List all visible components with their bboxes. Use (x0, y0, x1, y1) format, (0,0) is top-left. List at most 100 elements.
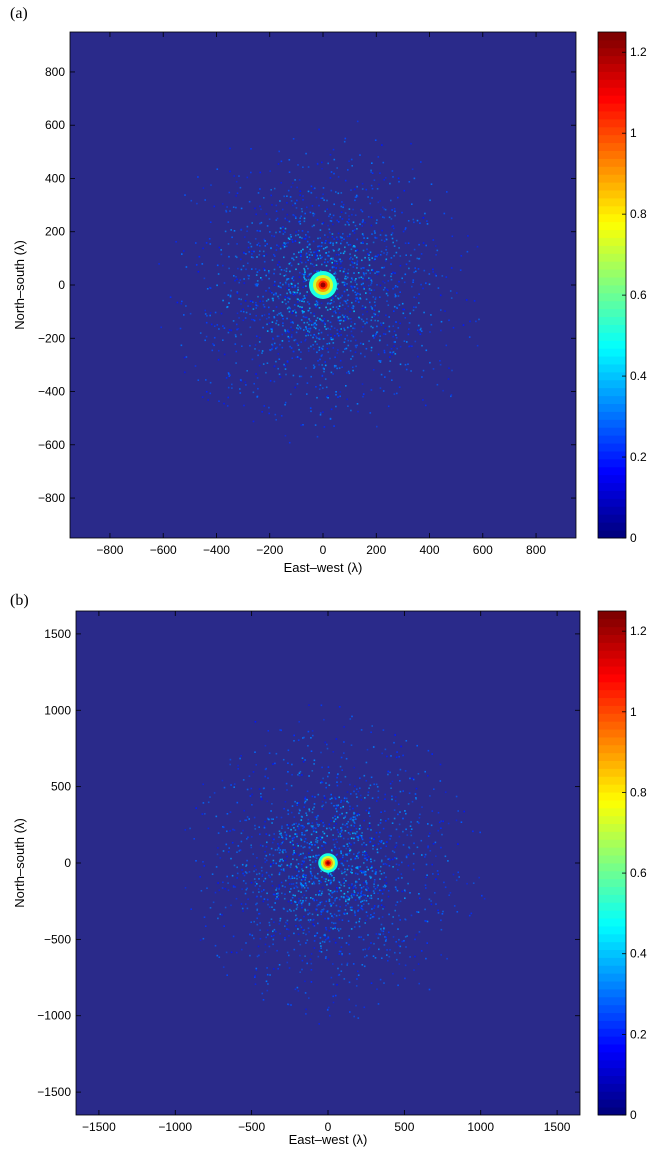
uv-sample (396, 392, 398, 395)
uv-sample (396, 958, 398, 961)
uv-sample (429, 795, 431, 797)
uv-sample (239, 757, 241, 760)
uv-sample (432, 271, 434, 273)
x-axis-label-a: East–west (λ) (284, 560, 363, 575)
uv-sample (323, 718, 325, 721)
uv-sample (221, 914, 223, 916)
uv-sample (332, 834, 334, 836)
uv-sample (243, 278, 245, 280)
uv-sample (354, 214, 357, 216)
uv-sample (387, 289, 389, 292)
uv-sample (275, 752, 278, 755)
uv-sample (346, 964, 348, 966)
colorbar-segment (598, 666, 626, 675)
uv-sample (274, 255, 276, 257)
uv-sample (229, 374, 231, 376)
uv-sample (281, 850, 284, 853)
uv-sample (310, 192, 313, 194)
uv-sample (397, 928, 399, 930)
uv-sample (349, 805, 351, 808)
colorbar-segment (598, 269, 626, 278)
uv-sample (340, 236, 342, 239)
uv-sample (290, 318, 292, 321)
uv-sample (404, 227, 407, 229)
colorbar-segment (598, 847, 626, 856)
uv-sample (389, 182, 391, 185)
uv-sample (266, 859, 268, 862)
uv-sample (297, 164, 299, 166)
uv-sample (408, 846, 410, 848)
uv-sample (397, 803, 400, 806)
uv-sample (347, 838, 349, 840)
uv-sample (291, 334, 293, 336)
uv-sample (325, 910, 328, 913)
uv-sample (352, 887, 354, 889)
uv-sample (254, 885, 257, 887)
uv-sample (312, 923, 315, 926)
uv-sample (415, 306, 417, 309)
uv-sample (299, 260, 302, 263)
x-tick-label: 800 (526, 543, 546, 557)
uv-sample (420, 839, 423, 842)
uv-sample (374, 298, 377, 300)
uv-sample (344, 308, 346, 310)
uv-sample (320, 870, 322, 873)
uv-sample (295, 925, 297, 927)
uv-sample (339, 950, 342, 953)
uv-sample (352, 369, 354, 372)
uv-sample (315, 335, 317, 338)
uv-sample (344, 824, 346, 826)
uv-sample (362, 277, 364, 280)
uv-sample (253, 865, 256, 867)
uv-sample (425, 863, 428, 866)
uv-sample (379, 978, 382, 981)
uv-sample (437, 873, 439, 876)
uv-sample (228, 329, 231, 331)
uv-sample (322, 804, 325, 807)
uv-sample (375, 871, 377, 873)
uv-sample (314, 796, 316, 798)
uv-sample (305, 252, 308, 255)
uv-sample (370, 305, 372, 308)
uv-sample (303, 329, 305, 331)
uv-sample (276, 314, 279, 316)
uv-sample (349, 310, 351, 313)
uv-sample (279, 833, 281, 835)
x-tick-label: −600 (150, 543, 177, 557)
uv-sample (399, 264, 402, 267)
colorbar-segment (598, 807, 626, 817)
uv-sample (240, 380, 243, 382)
uv-sample (229, 147, 231, 150)
uv-sample (340, 801, 342, 803)
uv-sample (292, 853, 294, 856)
uv-sample (341, 823, 344, 826)
uv-sample (322, 338, 325, 340)
x-tick-label: 0 (325, 1120, 332, 1134)
uv-sample (336, 853, 339, 856)
uv-sample (235, 350, 238, 353)
uv-sample (303, 269, 306, 271)
uv-sample (308, 323, 310, 326)
uv-sample (265, 213, 268, 215)
uv-sample (315, 305, 317, 308)
uv-sample (324, 246, 327, 249)
uv-sample (333, 425, 335, 427)
uv-sample (416, 257, 419, 260)
uv-sample (347, 294, 349, 297)
uv-sample (316, 914, 319, 916)
uv-sample (298, 326, 301, 328)
uv-sample (397, 177, 400, 180)
uv-sample (354, 199, 356, 202)
uv-sample (336, 887, 338, 890)
y-axis-label-b: North–south (λ) (12, 818, 27, 908)
uv-sample (343, 752, 345, 754)
uv-sample (235, 276, 237, 278)
uv-sample (354, 351, 357, 353)
uv-sample (440, 928, 443, 931)
uv-sample (271, 803, 273, 805)
uv-sample (298, 802, 300, 804)
uv-sample (320, 945, 322, 947)
uv-sample (426, 920, 429, 923)
uv-sample (336, 810, 338, 813)
uv-sample (323, 318, 326, 320)
